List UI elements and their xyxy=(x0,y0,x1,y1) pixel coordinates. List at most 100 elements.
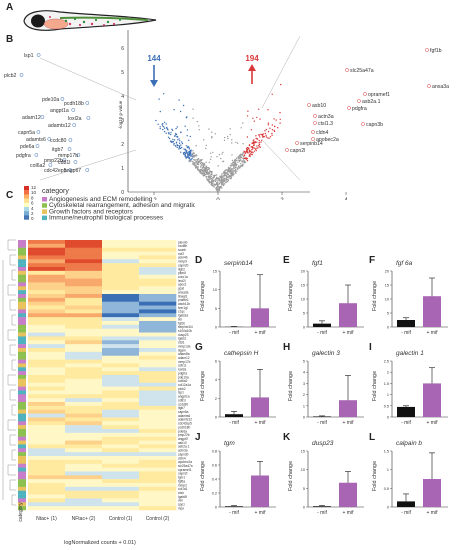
volcano-left-gene-label: pdgfra xyxy=(16,153,31,159)
volcano-point xyxy=(216,177,218,179)
volcano-point xyxy=(263,135,265,138)
heat-category-cell xyxy=(18,251,26,256)
bar-chart-y-tick: 2 xyxy=(215,397,217,401)
heat-cell xyxy=(28,498,66,503)
heat-category-cell xyxy=(18,259,26,264)
volcano-y-tick: 2 xyxy=(121,142,124,148)
heat-cell xyxy=(28,486,66,492)
heat-cell xyxy=(139,448,177,453)
volcano-point xyxy=(210,156,212,158)
heat-category-label: Growth factors and receptors xyxy=(49,208,134,215)
heat-row-label: adam8a xyxy=(178,352,190,356)
heat-cell xyxy=(102,240,140,245)
heat-cell xyxy=(139,429,177,434)
heat-cell xyxy=(65,317,103,322)
heat-cell xyxy=(139,290,177,295)
heat-cell xyxy=(102,305,140,310)
heat-cell xyxy=(139,355,177,360)
heat-cell xyxy=(28,471,66,476)
volcano-point xyxy=(197,169,199,171)
heat-category-cell xyxy=(18,483,26,488)
volcano-left-marker xyxy=(71,108,76,112)
heat-row-label: actn3a xyxy=(178,449,188,453)
heat-cell xyxy=(139,309,177,314)
heat-category-cell xyxy=(18,301,26,306)
volcano-point xyxy=(233,173,235,175)
volcano-point xyxy=(157,123,159,126)
heat-row-label: cdh11 xyxy=(178,364,187,368)
volcano-point xyxy=(210,184,213,186)
volcano-point xyxy=(221,153,223,155)
volcano-right-marker xyxy=(427,84,431,88)
volcano-left-marker xyxy=(19,73,24,77)
volcano-point xyxy=(190,159,192,161)
volcano-point xyxy=(242,159,245,161)
bar-chart-gene-title: galectin 3 xyxy=(312,350,340,357)
volcano-point xyxy=(210,137,213,139)
heat-cell xyxy=(28,267,66,272)
heat-category-cell xyxy=(18,413,26,418)
heat-cell xyxy=(102,459,140,465)
volcano-point xyxy=(196,162,198,164)
volcano-point xyxy=(181,141,183,143)
bar-chart-y-tick: 0 xyxy=(215,506,217,510)
volcano-point xyxy=(182,104,185,107)
bar-chart-y-tick: 15 xyxy=(213,270,217,274)
heat-cell xyxy=(102,243,140,249)
volcano-point xyxy=(223,173,225,176)
volcano-point xyxy=(237,167,239,170)
bar-chart-y-tick: 0.8 xyxy=(212,450,217,454)
volcano-point xyxy=(219,182,221,184)
volcano-left-marker xyxy=(36,130,41,134)
heat-row-label: vim xyxy=(178,499,183,503)
heat-cell xyxy=(65,459,103,465)
heat-row-label: pmp22b xyxy=(178,433,190,437)
heat-cell xyxy=(28,348,66,353)
heat-cell xyxy=(102,270,140,276)
heat-cell xyxy=(102,486,140,492)
bar-chart-y-tick: 10 xyxy=(385,298,389,302)
bar-chart-y-tick: 0.2 xyxy=(212,492,217,496)
volcano-point xyxy=(253,144,255,147)
bar-chart-x-label: + mif xyxy=(427,330,439,336)
panel-label-f: F xyxy=(369,255,376,266)
volcano-right-marker xyxy=(347,106,351,110)
volcano-point xyxy=(251,142,253,144)
heat-cell xyxy=(102,506,140,511)
bar-chart-panel: galectin 3 Fold change 0 1 2 3 4 5 - mif + mif xyxy=(288,350,364,426)
volcano-point xyxy=(224,177,226,179)
heat-cell xyxy=(28,340,66,345)
heat-cell xyxy=(65,409,103,414)
volcano-point xyxy=(211,185,214,187)
volcano-right-marker xyxy=(311,137,315,141)
heat-cell xyxy=(28,351,66,357)
volcano-point xyxy=(210,171,212,174)
heat-scale-swatch xyxy=(24,194,29,199)
bar-chart-x-label: - mif xyxy=(401,420,411,426)
volcano-point xyxy=(222,180,224,182)
volcano-point xyxy=(179,147,181,150)
heat-category-cell xyxy=(18,278,26,283)
volcano-point xyxy=(246,151,248,153)
heat-cell xyxy=(65,371,103,376)
heat-cell xyxy=(102,375,140,380)
heat-category-cell xyxy=(18,282,26,287)
heat-cell xyxy=(28,467,66,472)
volcano-point xyxy=(173,142,175,145)
volcano-point xyxy=(248,150,251,152)
heat-scale-tick: 10 xyxy=(31,190,37,195)
volcano-point xyxy=(230,165,232,167)
volcano-point xyxy=(192,117,194,119)
heat-row-label: fcer1gl xyxy=(178,306,188,310)
volcano-point xyxy=(242,161,244,163)
bar-chart-x-label: - mif xyxy=(317,510,327,516)
volcano-point xyxy=(216,156,218,158)
volcano-point xyxy=(252,152,254,154)
heat-cell xyxy=(139,348,177,353)
dendrogram-branch xyxy=(11,359,16,371)
volcano-left-marker xyxy=(36,53,41,57)
volcano-point xyxy=(258,108,260,110)
volcano-y-tick: 6 xyxy=(121,46,124,52)
volcano-point xyxy=(226,176,228,178)
heat-category-cell xyxy=(18,332,26,337)
